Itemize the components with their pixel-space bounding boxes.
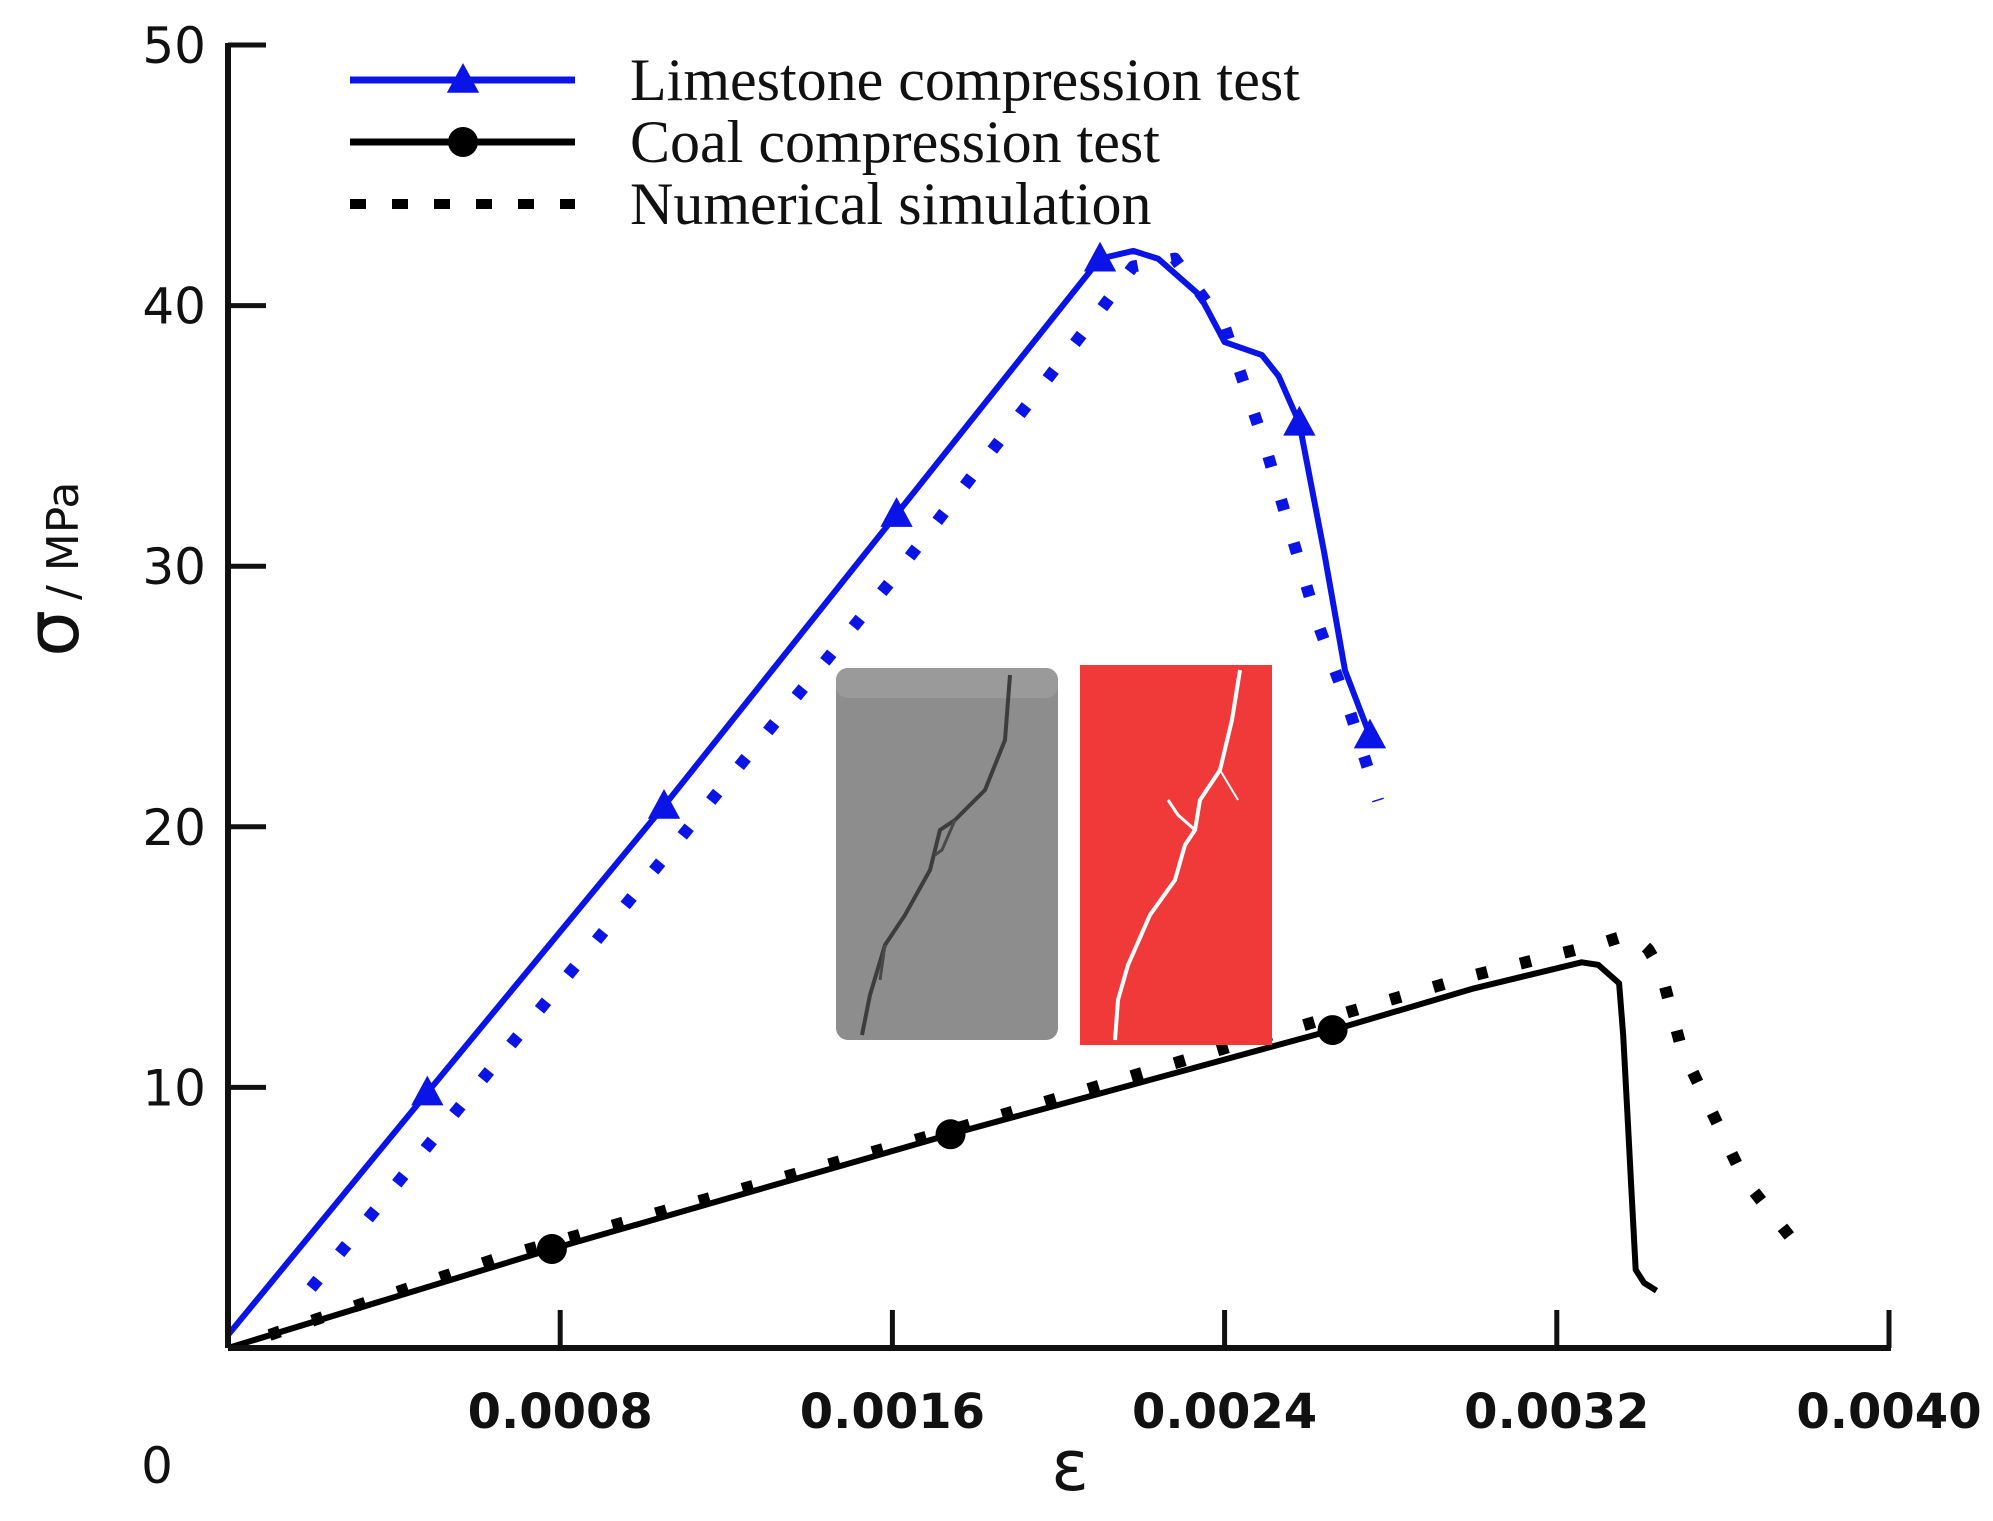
series-line	[267, 927, 1811, 1341]
legend-label: Limestone compression test	[630, 47, 1300, 113]
data-point-marker	[1283, 405, 1316, 436]
axes: 10 20 30 40 50 0.0008 0.0016 0.0024 0.0032 0.0040	[142, 17, 1981, 1440]
specimen-photo	[836, 668, 1058, 1040]
data-point-marker	[411, 1075, 444, 1106]
y-tick-label: 50	[142, 17, 206, 75]
inset-images	[836, 665, 1272, 1045]
data-point-marker	[1083, 241, 1117, 272]
x-tick-label: 0.0016	[800, 1384, 985, 1440]
series-line	[306, 252, 1384, 1292]
series-4	[267, 927, 1811, 1341]
legend-marker	[446, 63, 480, 93]
y-axis-unit: / MPa	[38, 482, 89, 600]
plot-area	[225, 241, 1811, 1351]
data-point-marker	[536, 1233, 567, 1264]
simulation-result	[1080, 665, 1272, 1045]
data-point-marker	[880, 497, 913, 527]
data-point-marker	[935, 1119, 966, 1150]
y-axis-symbol: σ	[10, 610, 96, 657]
x-tick-label: 0.0032	[1464, 1384, 1649, 1440]
y-tick-label: 10	[142, 1059, 206, 1117]
x-tick-label: 0.0040	[1796, 1384, 1981, 1440]
x-tick-label: 0.0008	[468, 1384, 653, 1440]
x-tick-label: 0.0024	[1132, 1384, 1317, 1440]
series-line	[227, 959, 1659, 1351]
y-axis-title: σ / MPa	[10, 482, 96, 657]
y-tick-label: 20	[142, 799, 206, 857]
legend-marker	[448, 127, 478, 157]
data-point-marker	[647, 788, 681, 819]
legend-entry: Numerical simulation	[350, 171, 1152, 237]
y-tick-label: 40	[142, 278, 206, 336]
data-point-marker	[1353, 718, 1387, 749]
series-2	[306, 252, 1384, 1292]
data-point-marker	[1317, 1015, 1348, 1046]
x-axis-title: ε	[1051, 1425, 1089, 1507]
legend-label: Coal compression test	[630, 109, 1160, 175]
y-tick-label: 30	[142, 538, 206, 596]
legend-entry: Coal compression test	[350, 109, 1160, 175]
legend-label: Numerical simulation	[630, 171, 1152, 237]
series-3	[227, 959, 1659, 1351]
legend-entry: Limestone compression test	[350, 47, 1300, 113]
origin-label: 0	[141, 1437, 173, 1495]
